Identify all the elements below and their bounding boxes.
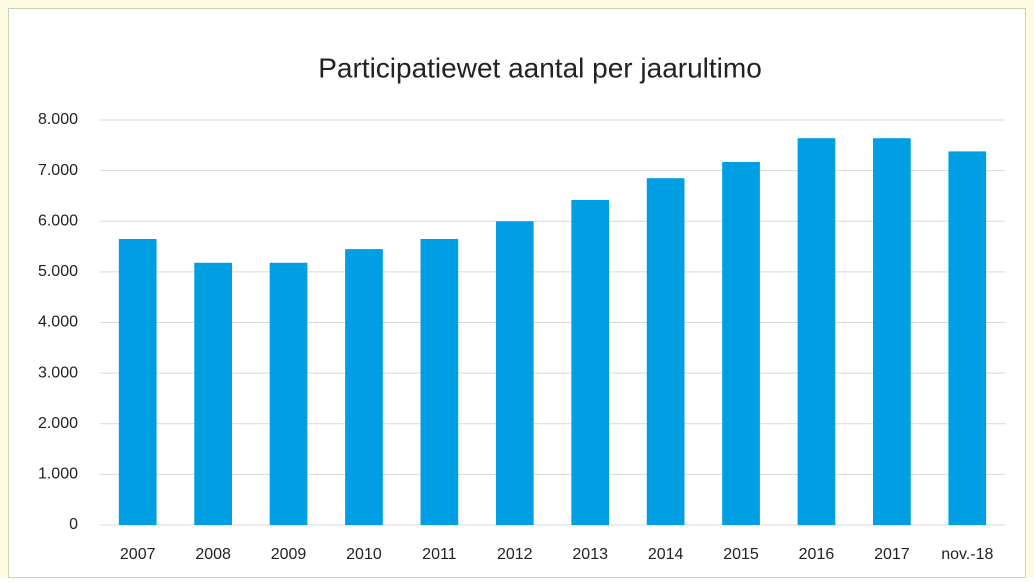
x-tick-label: 2015	[723, 546, 759, 563]
bar	[420, 238, 459, 525]
bar	[646, 178, 685, 525]
bar	[722, 162, 760, 526]
x-tick-label: 2013	[572, 546, 608, 563]
bar	[269, 262, 308, 525]
bar	[797, 138, 836, 525]
x-tick-label: 2017	[874, 546, 910, 563]
y-tick-label: 7.000	[38, 162, 78, 179]
y-tick-label: 6.000	[38, 212, 78, 229]
bar	[948, 151, 987, 525]
x-tick-label: 2008	[195, 546, 231, 563]
bar	[194, 262, 232, 525]
bar	[571, 199, 610, 526]
bar	[873, 138, 911, 525]
y-tick-label: 0	[69, 516, 78, 533]
y-tick-label: 1.000	[38, 466, 78, 483]
x-tick-label: 2014	[648, 546, 684, 563]
y-tick-label: 8.000	[38, 111, 78, 128]
bar	[118, 238, 157, 525]
x-tick-label: 2011	[422, 546, 457, 563]
bar	[345, 249, 383, 525]
y-tick-label: 2.000	[38, 415, 78, 432]
x-tick-label: 2007	[120, 546, 156, 563]
x-tick-label: nov.-18	[941, 546, 993, 563]
x-tick-label: 2009	[271, 546, 307, 563]
bar	[495, 221, 534, 525]
y-tick-label: 3.000	[38, 364, 78, 381]
x-tick-label: 2012	[497, 546, 533, 563]
y-tick-label: 4.000	[38, 314, 78, 331]
x-tick-label: 2010	[346, 546, 382, 563]
x-tick-label: 2016	[799, 546, 835, 563]
y-tick-label: 5.000	[38, 263, 78, 280]
chart-title: Participatiewet aantal per jaarultimo	[318, 52, 762, 83]
